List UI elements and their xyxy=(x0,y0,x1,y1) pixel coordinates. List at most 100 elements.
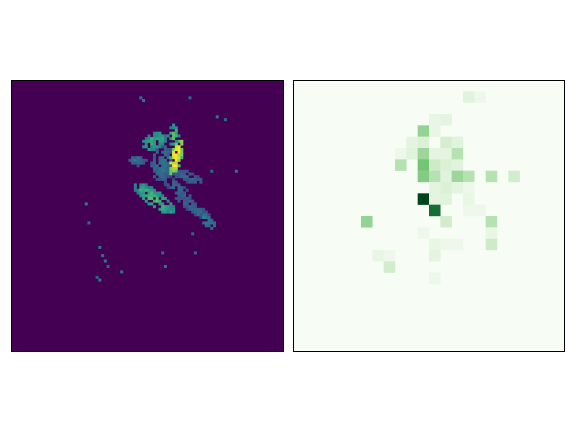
heatmap-left-cell xyxy=(152,191,156,195)
heatmap-left-cell xyxy=(193,213,197,217)
heatmap-left-cell xyxy=(169,158,173,162)
heatmap-left-cell xyxy=(152,148,156,152)
heatmap-left-cell xyxy=(142,183,146,187)
heatmap-left-cell xyxy=(155,131,159,135)
heatmap-left-cell xyxy=(139,156,143,160)
heatmap-left-cell xyxy=(204,224,208,228)
heatmap-left-cell xyxy=(163,153,167,157)
heatmap-left-cell xyxy=(158,199,162,203)
heatmap-left-cell xyxy=(166,175,170,179)
heatmap-left-cell xyxy=(155,191,159,195)
heatmap-left-cell xyxy=(163,207,167,211)
heatmap-left-cell xyxy=(180,196,184,200)
heatmap-left-cell xyxy=(174,128,178,132)
heatmap-left-cell xyxy=(158,131,162,135)
heatmap-left-cell xyxy=(166,205,170,209)
heatmap-left-cell xyxy=(180,150,184,154)
heatmap-left-cell xyxy=(172,148,176,152)
heatmap-right-cell xyxy=(395,159,407,171)
heatmap-left-cell xyxy=(169,131,173,135)
heatmap-left-cell xyxy=(144,186,148,190)
heatmap-left-cell xyxy=(180,156,184,160)
heatmap-right-cell xyxy=(429,238,441,251)
heatmap-left-cell xyxy=(166,183,170,187)
heatmap-left-cell xyxy=(150,194,154,198)
heatmap-right-cell xyxy=(372,250,384,262)
heatmap-left-cell xyxy=(169,150,173,154)
heatmap-left-cell xyxy=(182,191,187,195)
heatmap-left-cell xyxy=(210,218,214,222)
heatmap-left-cell xyxy=(147,134,151,138)
heatmap-left-cell xyxy=(202,213,206,217)
heatmap-left-cell xyxy=(158,167,162,171)
heatmap-left-cell xyxy=(174,131,178,135)
heatmap-left-cell xyxy=(152,199,156,203)
heatmap-left-cell xyxy=(161,175,165,179)
heatmap-left-cell xyxy=(177,196,181,200)
heatmap-left-cell xyxy=(161,150,165,154)
heatmap-right-cell xyxy=(406,148,418,160)
heatmap-left-cell xyxy=(163,210,167,214)
heatmap-left-cell xyxy=(163,172,167,176)
heatmap-left-cell xyxy=(188,207,192,211)
heatmap-left-cell xyxy=(172,183,176,187)
heatmap-left-cell xyxy=(161,210,165,214)
heatmap-right-cell xyxy=(417,227,430,239)
heatmap-left-cell xyxy=(163,196,167,200)
heatmap-left-cell xyxy=(139,158,143,162)
heatmap-left-cell xyxy=(202,221,206,225)
heatmap-right-cell xyxy=(429,148,441,160)
heatmap-left-cell xyxy=(150,145,154,149)
heatmap-left-cell xyxy=(172,180,176,184)
heatmap-left-cell xyxy=(169,161,173,165)
heatmap-left-cell xyxy=(188,196,192,200)
heatmap-left-cell xyxy=(199,177,203,181)
heatmap-left-cell xyxy=(215,115,219,119)
heatmap-left-cell xyxy=(174,191,178,195)
heatmap-left-cell xyxy=(199,207,203,211)
heatmap-left-cell xyxy=(161,251,165,255)
heatmap-left-cell xyxy=(133,183,137,187)
heatmap-right-cell xyxy=(451,238,464,251)
heatmap-left-cell xyxy=(182,202,187,206)
heatmap-left-cell xyxy=(174,153,178,157)
heatmap-left-cell xyxy=(161,196,165,200)
heatmap-left-cell xyxy=(196,207,200,211)
heatmap-left-cell xyxy=(163,148,167,152)
heatmap-left-cell xyxy=(150,196,154,200)
heatmap-left-cell xyxy=(142,145,146,149)
heatmap-left-cell xyxy=(185,180,189,184)
heatmap-left-cell xyxy=(166,167,170,171)
heatmap-left-cell xyxy=(142,99,146,103)
heatmap-left-cell xyxy=(177,150,181,154)
heatmap-right-cell xyxy=(429,114,441,126)
heatmap-right-cell xyxy=(451,182,464,194)
heatmap-left-cell xyxy=(133,188,137,192)
heatmap-left-cell xyxy=(152,161,156,165)
heatmap-left-cell xyxy=(177,156,181,160)
heatmap-left-cell xyxy=(166,199,170,203)
heatmap-right-cell xyxy=(429,159,441,171)
heatmap-right-cell xyxy=(463,204,475,217)
heatmap-left-cell xyxy=(172,150,176,154)
heatmap-left-cell xyxy=(180,186,184,190)
heatmap-left-cell xyxy=(158,169,162,173)
heatmap-left-cell xyxy=(180,191,184,195)
heatmap-left-cell xyxy=(161,202,165,206)
heatmap-left-cell xyxy=(177,134,181,138)
heatmap-left-cell xyxy=(136,158,140,162)
heatmap-left-cell xyxy=(158,194,162,198)
heatmap-left-cell xyxy=(185,196,189,200)
heatmap-left-cell xyxy=(152,139,156,143)
heatmap-left-cell xyxy=(204,213,208,217)
heatmap-left-cell xyxy=(155,167,159,171)
heatmap-left-cell xyxy=(174,183,178,187)
heatmap-left-cell xyxy=(177,183,181,187)
heatmap-right-cell xyxy=(508,170,520,183)
heatmap-right-frame xyxy=(293,80,565,352)
heatmap-left-cell xyxy=(172,156,176,160)
heatmap-left-cell xyxy=(133,186,137,190)
heatmap-left-cell xyxy=(169,169,173,173)
heatmap-left-cell xyxy=(185,175,189,179)
heatmap-left-cell xyxy=(161,194,165,198)
